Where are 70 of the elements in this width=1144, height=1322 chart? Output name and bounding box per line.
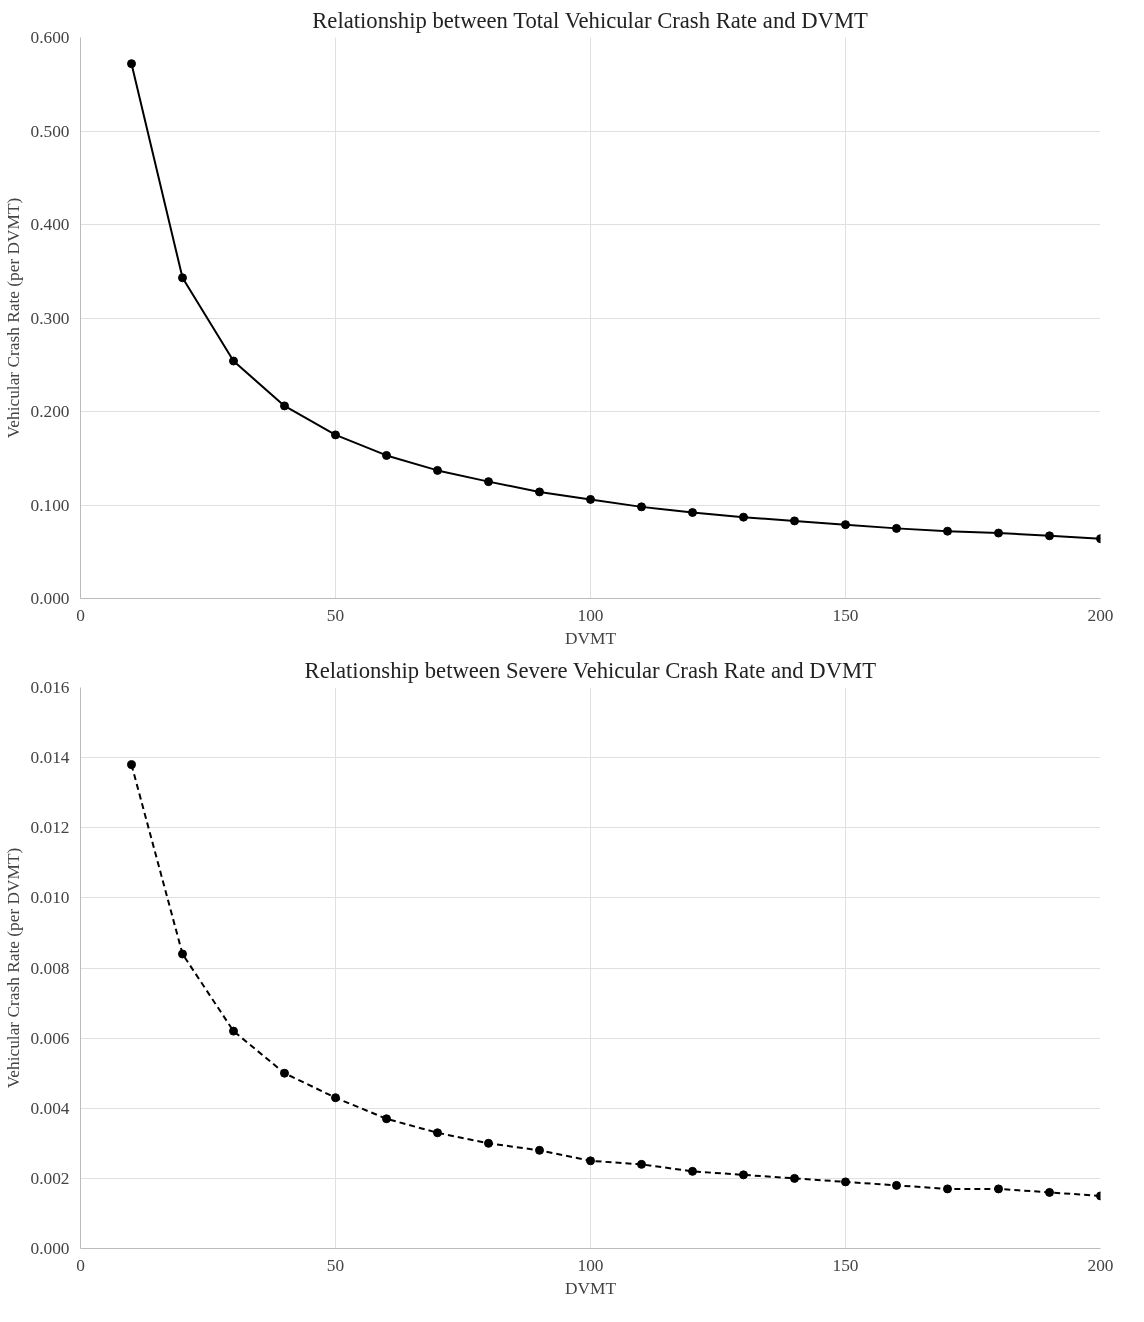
point <box>484 477 493 487</box>
point <box>739 512 748 522</box>
point <box>637 1159 646 1169</box>
x-tick-label: 50 <box>326 605 345 625</box>
x-tick-label: 150 <box>832 605 859 625</box>
x-tick-label: 200 <box>1087 605 1114 625</box>
point <box>790 1173 799 1183</box>
y-tick-label: 0.008 <box>30 958 70 978</box>
x-tick-label: 50 <box>326 1255 345 1275</box>
point <box>1045 1187 1054 1197</box>
point <box>841 520 850 530</box>
y-tick-label: 0.300 <box>30 308 70 328</box>
point <box>433 1128 442 1138</box>
point <box>127 59 136 69</box>
point <box>484 1138 493 1148</box>
point <box>178 949 187 959</box>
point <box>637 502 646 512</box>
x-tick-label: 100 <box>577 1255 604 1275</box>
y-tick-label: 0.500 <box>30 121 70 141</box>
point <box>586 1156 595 1166</box>
point <box>586 494 595 504</box>
y-tick-label: 0.400 <box>30 215 70 234</box>
point <box>892 523 901 533</box>
y-tick-label: 0.200 <box>30 402 70 421</box>
point <box>280 401 289 411</box>
point <box>841 1177 850 1187</box>
point <box>739 1170 748 1180</box>
x-tick-label: 200 <box>1087 1255 1114 1275</box>
point <box>280 1068 289 1078</box>
point <box>790 516 799 526</box>
point <box>535 1145 544 1155</box>
chart-title: Relationship between Total Vehicular Crash Rate and DVMT <box>312 7 869 33</box>
point <box>994 1184 1003 1194</box>
point <box>892 1180 901 1190</box>
x-axis-title: DVMT <box>564 628 617 648</box>
y-tick-label: 0.004 <box>30 1098 70 1118</box>
x-tick-label: 100 <box>577 605 604 625</box>
x-axis-title: DVMT <box>564 1278 617 1298</box>
point <box>433 465 442 475</box>
x-tick-label: 0 <box>76 605 85 625</box>
point <box>178 273 187 283</box>
y-tick-label: 0.100 <box>30 495 70 515</box>
y-tick-label: 0.014 <box>30 748 70 768</box>
y-tick-label: 0.006 <box>30 1028 70 1048</box>
y-axis-title: Vehicular Crash Rate (per DVMT) <box>3 847 23 1089</box>
point <box>229 356 238 366</box>
point <box>688 507 697 517</box>
point <box>943 1184 952 1194</box>
chart-title: Relationship between Severe Vehicular Crash Rate and DVMT <box>304 657 877 683</box>
point <box>382 450 391 460</box>
y-tick-label: 0.012 <box>30 818 70 838</box>
point <box>994 528 1003 538</box>
y-tick-label: 0.000 <box>30 1239 70 1258</box>
point <box>535 487 544 497</box>
point <box>943 526 952 536</box>
y-axis-title: Vehicular Crash Rate (per DVMT) <box>3 197 23 439</box>
y-tick-label: 0.016 <box>30 678 70 697</box>
point <box>331 430 340 440</box>
y-tick-label: 0.010 <box>30 888 70 908</box>
point <box>382 1114 391 1124</box>
point <box>331 1093 340 1103</box>
point <box>229 1026 238 1036</box>
x-tick-label: 0 <box>76 1255 85 1275</box>
point <box>1045 531 1054 541</box>
point <box>127 760 136 770</box>
y-tick-label: 0.002 <box>30 1168 70 1188</box>
y-tick-label: 0.000 <box>30 589 70 608</box>
x-tick-label: 150 <box>832 1255 859 1275</box>
y-tick-label: 0.600 <box>30 28 70 47</box>
point <box>688 1166 697 1176</box>
